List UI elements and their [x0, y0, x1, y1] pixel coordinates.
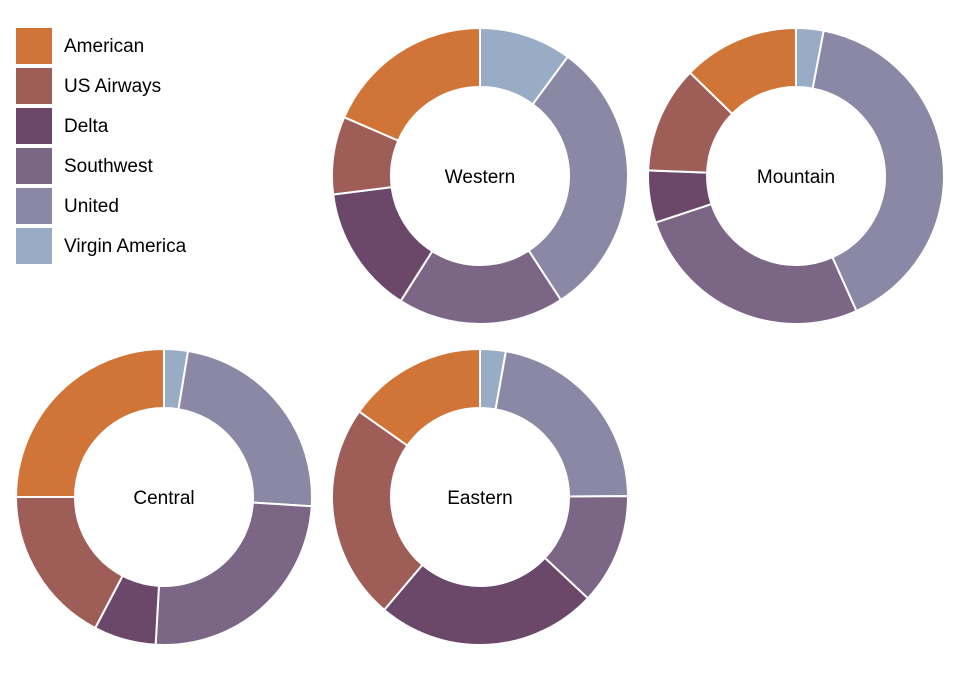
legend-swatch-delta — [16, 108, 52, 144]
donut-label-mountain: Mountain — [757, 167, 835, 188]
legend-swatch-southwest — [16, 148, 52, 184]
donut-label-western: Western — [445, 167, 515, 188]
donut-label-eastern: Eastern — [447, 488, 512, 509]
slice-eastern-united — [494, 350, 630, 498]
slice-mountain-united — [811, 29, 945, 313]
donut-central: Central — [14, 347, 314, 646]
slice-eastern-delta — [382, 556, 590, 646]
slice-central-american — [14, 347, 165, 498]
donut-mountain: Mountain — [647, 26, 945, 325]
legend-label-southwest: Southwest — [64, 156, 153, 177]
legend-label-delta: Delta — [64, 116, 109, 137]
legend-label-united: United — [64, 196, 119, 217]
legend: American US Airways Delta Southwest United Vi… — [16, 28, 187, 264]
donut-label-central: Central — [133, 488, 194, 509]
legend-swatch-us-airways — [16, 68, 52, 104]
slice-central-united — [177, 349, 314, 508]
legend-label-us-airways: US Airways — [64, 76, 161, 97]
donut-western: Western — [331, 26, 629, 325]
donut-eastern: Eastern — [331, 347, 630, 646]
legend-label-american: American — [64, 36, 144, 57]
legend-swatch-virgin-america — [16, 228, 52, 264]
legend-label-virgin-america: Virgin America — [64, 236, 187, 257]
slice-mountain-american — [688, 26, 797, 116]
slice-central-us-airways — [14, 496, 124, 630]
donut-charts: Western Mountain Central Eastern — [14, 26, 945, 646]
slice-mountain-southwest — [654, 202, 858, 325]
slice-central-southwest — [154, 501, 313, 646]
slice-eastern-american — [357, 347, 481, 447]
legend-swatch-united — [16, 188, 52, 224]
slice-western-united — [527, 55, 629, 302]
slice-eastern-us-airways — [331, 410, 424, 612]
legend-swatch-american — [16, 28, 52, 64]
slice-western-american — [342, 26, 481, 142]
